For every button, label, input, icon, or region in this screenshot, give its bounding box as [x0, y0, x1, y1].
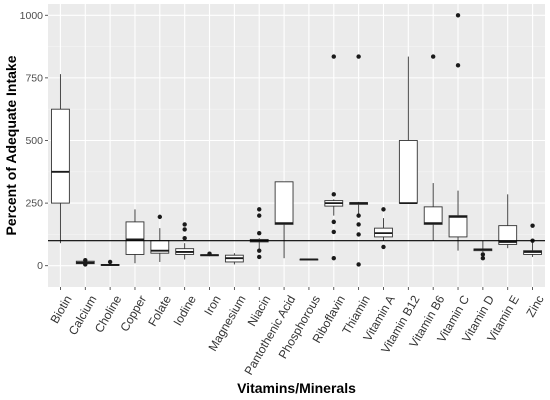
box-biotin	[51, 108, 70, 204]
outlier-point	[455, 63, 461, 68]
x-tick-label: Zinc	[523, 293, 546, 320]
outlier-point	[381, 207, 386, 212]
x-tick-label: Folate	[145, 293, 174, 329]
y-tick-label: 750	[25, 72, 43, 84]
box-vitamin-b12	[398, 140, 418, 204]
outlier-point	[381, 244, 386, 250]
outlier-point	[207, 251, 212, 256]
outlier-point	[480, 255, 486, 261]
outlier-point	[257, 213, 262, 218]
outlier-point	[480, 252, 486, 257]
outlier-point	[356, 262, 361, 267]
x-tick-label: Iron	[201, 293, 223, 318]
y-tick-label: 0	[37, 260, 43, 272]
outlier-point	[157, 214, 163, 220]
x-tick-label: Iodine	[170, 293, 199, 329]
outlier-point	[182, 227, 187, 232]
outlier-point	[430, 54, 436, 59]
outlier-point	[356, 232, 361, 237]
outlier-point	[182, 222, 187, 227]
box-vitamin-c	[448, 215, 468, 238]
outlier-point	[182, 235, 187, 241]
box-copper	[125, 221, 145, 255]
box-vitamin-e	[498, 225, 518, 245]
outlier-point	[530, 223, 535, 228]
outlier-point	[331, 219, 336, 225]
y-tick-label: 500	[25, 135, 43, 147]
outlier-point	[331, 255, 336, 261]
outlier-point	[83, 262, 88, 267]
x-axis-title: Vitamins/Minerals	[237, 380, 356, 396]
outlier-point	[356, 54, 361, 59]
y-tick-label: 250	[25, 198, 43, 210]
whiskers	[59, 56, 534, 266]
box-vitamin-b6	[423, 206, 443, 225]
outlier-point	[455, 13, 461, 18]
y-tick-label: 1000	[20, 10, 44, 22]
y-axis-ticks: 0 250 500 750 1000	[20, 10, 48, 272]
y-axis-title: Percent of Adequate Intake	[3, 55, 19, 235]
outlier-point	[257, 248, 262, 253]
outlier-point	[107, 259, 113, 265]
outlier-point	[83, 258, 88, 263]
outlier-point	[356, 222, 361, 227]
outlier-point	[331, 192, 336, 197]
outlier-point	[257, 207, 262, 212]
outlier-point	[257, 254, 262, 260]
outlier-points	[83, 13, 535, 267]
outlier-point	[331, 229, 336, 235]
outlier-point	[356, 213, 361, 218]
outlier-point	[257, 230, 262, 236]
outlier-point	[331, 54, 336, 59]
box-pantothenic-acid	[274, 181, 294, 225]
